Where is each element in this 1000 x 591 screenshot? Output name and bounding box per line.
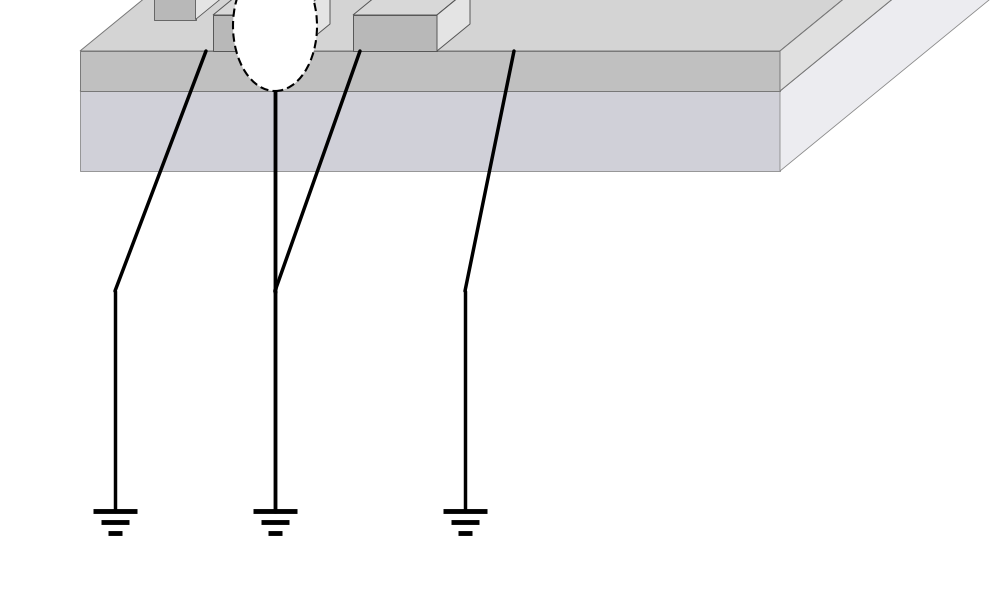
Ellipse shape (233, 0, 317, 91)
Polygon shape (437, 0, 470, 51)
Polygon shape (297, 0, 330, 51)
Polygon shape (80, 0, 1000, 91)
Polygon shape (213, 15, 297, 51)
Polygon shape (353, 0, 470, 15)
Polygon shape (80, 0, 1000, 51)
Polygon shape (80, 91, 780, 171)
Polygon shape (780, 0, 1000, 91)
Polygon shape (80, 51, 780, 91)
Polygon shape (353, 15, 437, 51)
Polygon shape (154, 0, 196, 20)
Polygon shape (213, 0, 330, 15)
Polygon shape (196, 0, 250, 20)
Polygon shape (780, 0, 1000, 171)
